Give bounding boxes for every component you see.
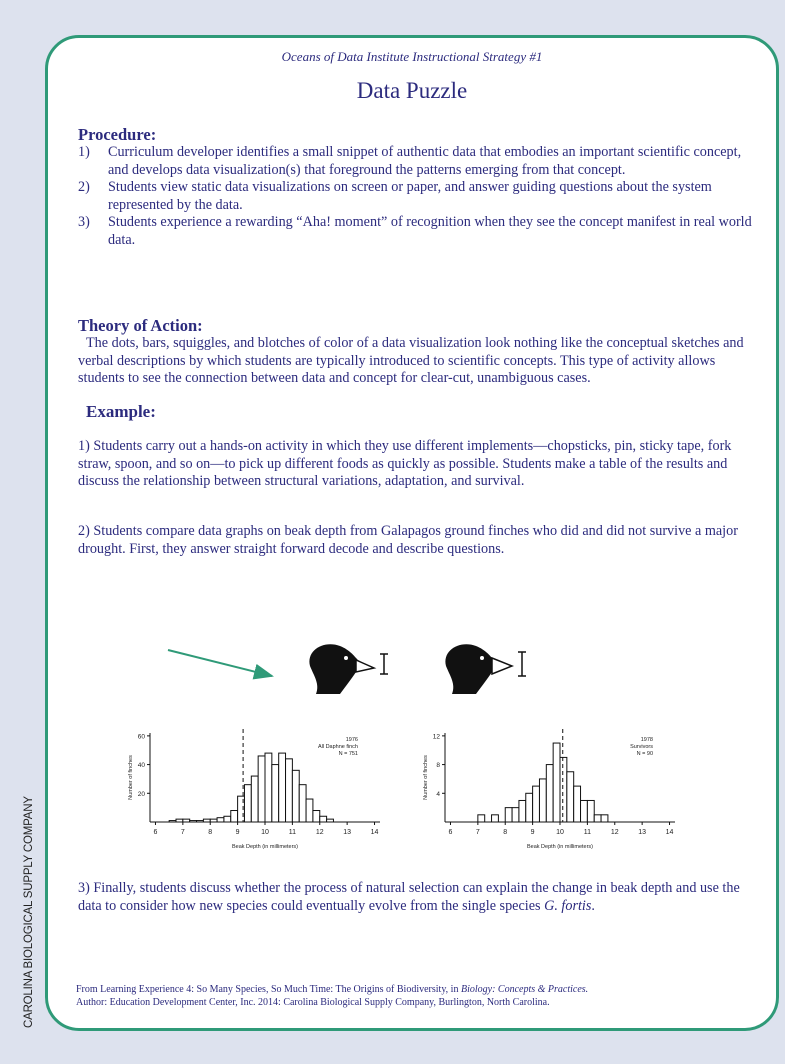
- y-tick-label: 40: [138, 762, 146, 769]
- histogram-bar: [299, 785, 306, 822]
- histogram-bar: [258, 756, 265, 822]
- x-tick-label: 11: [289, 829, 296, 836]
- y-axis-label: Number of finches: [423, 755, 429, 800]
- histogram-bar: [546, 765, 553, 822]
- histogram-bar: [306, 799, 313, 822]
- legend-text: 1976: [346, 737, 358, 743]
- histogram-bar: [533, 786, 540, 822]
- x-axis-label: Beak Depth (in millimeters): [232, 844, 298, 850]
- legend-text: Survivors: [630, 744, 653, 750]
- histogram-bar: [244, 785, 251, 822]
- histogram-bar: [272, 765, 279, 822]
- x-tick-label: 11: [584, 829, 591, 836]
- x-tick-label: 12: [611, 829, 619, 836]
- histogram-bar: [251, 776, 258, 822]
- x-tick-label: 14: [371, 829, 379, 836]
- histogram-bar: [594, 815, 601, 822]
- x-tick-label: 6: [449, 829, 453, 836]
- x-tick-label: 9: [531, 829, 535, 836]
- legend-text: 1978: [641, 737, 653, 743]
- histogram-bar: [553, 743, 560, 822]
- histogram-bar: [320, 816, 327, 822]
- x-tick-label: 9: [236, 829, 240, 836]
- histogram-bar: [292, 770, 299, 822]
- x-axis-label: Beak Depth (in millimeters): [527, 844, 593, 850]
- histogram-bar: [492, 815, 499, 822]
- x-tick-label: 8: [503, 829, 507, 836]
- y-tick-label: 4: [436, 791, 440, 798]
- page: Data Puzzle { "side_credit": "CAROLINA B…: [0, 0, 785, 1064]
- legend-text: N = 90: [637, 751, 653, 757]
- x-tick-label: 10: [556, 829, 564, 836]
- x-tick-label: 13: [638, 829, 646, 836]
- histogram-bar: [567, 772, 574, 822]
- histogram-bar: [231, 811, 238, 822]
- histogram-bar: [581, 800, 588, 822]
- y-axis-label: Number of finches: [128, 755, 134, 800]
- histogram-bar: [265, 753, 272, 822]
- histogram-bar: [560, 757, 567, 822]
- histogram-bar: [313, 811, 320, 822]
- page-body: CAROLINA BIOLOGICAL SUPPLY COMPANY Ocean…: [0, 0, 785, 1064]
- legend-text: N = 751: [339, 751, 358, 757]
- y-tick-label: 12: [433, 733, 441, 740]
- finch-head: [309, 644, 388, 694]
- x-tick-label: 7: [476, 829, 480, 836]
- y-tick-label: 60: [138, 733, 146, 740]
- x-tick-label: 14: [666, 829, 674, 836]
- finch-head: [445, 644, 526, 694]
- histogram-bar: [279, 753, 286, 822]
- histogram-bar: [601, 815, 608, 822]
- x-tick-label: 13: [343, 829, 351, 836]
- histogram-bar: [526, 793, 533, 822]
- histogram-bar: [505, 808, 512, 822]
- histogram-bar: [217, 818, 224, 822]
- histogram-bar: [286, 759, 293, 822]
- histogram-bar: [512, 808, 519, 822]
- histogram-bar: [224, 816, 231, 822]
- histogram-bar: [478, 815, 485, 822]
- histogram-bar: [574, 786, 581, 822]
- y-tick-label: 20: [138, 791, 146, 798]
- x-tick-label: 10: [261, 829, 269, 836]
- x-tick-label: 12: [316, 829, 324, 836]
- x-tick-label: 6: [154, 829, 158, 836]
- legend-text: All Daphne finch: [318, 744, 358, 750]
- x-tick-label: 8: [208, 829, 212, 836]
- y-tick-label: 8: [436, 762, 440, 769]
- histogram-bar: [587, 800, 594, 822]
- arrow: [168, 650, 272, 676]
- figure-layer: 6 7 8 9 10 11 12 13 14 20 40 60 Beak Depth (in milli…: [0, 0, 785, 1064]
- histogram-bar: [539, 779, 546, 822]
- histogram-bar: [519, 800, 526, 822]
- x-tick-label: 7: [181, 829, 185, 836]
